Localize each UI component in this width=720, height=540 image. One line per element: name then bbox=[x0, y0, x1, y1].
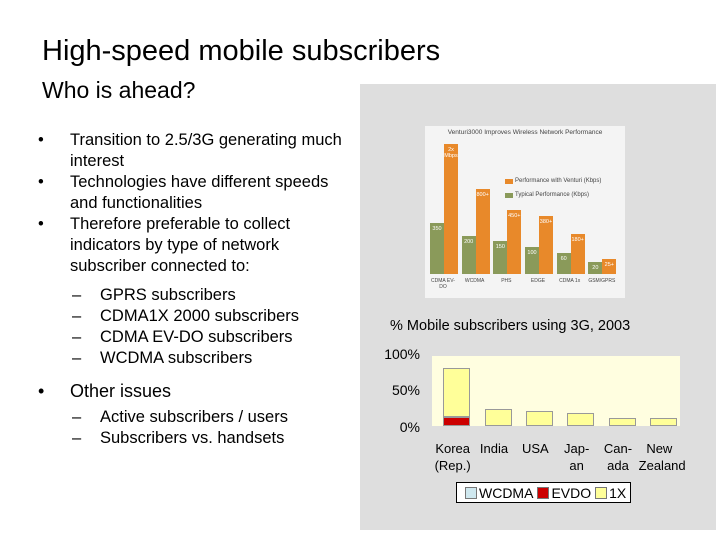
slide-subtitle: Who is ahead? bbox=[42, 77, 196, 103]
legend-swatch-wcdma bbox=[465, 486, 477, 499]
legend-swatch bbox=[505, 179, 513, 184]
dash-marker: – bbox=[72, 328, 82, 346]
embedded-bar-venturi bbox=[539, 215, 553, 274]
bullet-marker: • bbox=[38, 173, 44, 191]
bullet-marker: • bbox=[38, 215, 44, 233]
legend-label-wcdma: WCDMA bbox=[479, 484, 534, 501]
embedded-value-label: 150 bbox=[495, 243, 505, 250]
sub-bullet-4: – WCDMA subscribers bbox=[72, 348, 358, 369]
dash-marker: – bbox=[72, 349, 82, 367]
embedded-bar-typical bbox=[556, 253, 571, 274]
embedded-bar-typical bbox=[493, 240, 508, 274]
dash-marker: – bbox=[72, 408, 82, 426]
dash-marker: – bbox=[72, 286, 82, 304]
chart-title: % Mobile subscribers using 3G, 2003 bbox=[390, 318, 631, 334]
embedded-legend-venturi: Performance with Venturi (Kbps) bbox=[515, 178, 602, 184]
embedded-category-label: GSM/GPRS bbox=[588, 278, 616, 284]
bar-1x-0 bbox=[443, 367, 471, 417]
y-tick-0: 0% bbox=[399, 419, 420, 435]
legend-label-evdo: EVDO bbox=[551, 484, 592, 501]
bar-1x-1 bbox=[484, 409, 512, 426]
embedded-category-label: WCDMA bbox=[464, 278, 485, 284]
embedded-value-label: 100 bbox=[527, 250, 537, 256]
embedded-bar-venturi bbox=[507, 210, 522, 274]
bullet-list: • Transition to 2.5/3G generating much in… bbox=[38, 130, 358, 449]
y-tick-50: 50% bbox=[391, 382, 420, 398]
embedded-value-label: 25+ bbox=[604, 262, 614, 268]
embedded-bar-venturi bbox=[444, 144, 458, 274]
bar-1x-5 bbox=[649, 418, 677, 426]
bullet-text: Technologies have different speeds and f… bbox=[70, 173, 329, 212]
embedded-bar-venturi bbox=[602, 259, 617, 274]
embedded-value-label: 800+ bbox=[476, 192, 489, 199]
sub-bullet-text: CDMA1X 2000 subscribers bbox=[100, 307, 299, 325]
embedded-bar-typical bbox=[588, 261, 603, 274]
sub-bullet-5: – Active subscribers / users bbox=[72, 407, 358, 428]
embedded-bar-typical bbox=[525, 247, 539, 274]
sub-bullet-6: – Subscribers vs. handsets bbox=[72, 428, 358, 449]
sub-bullet-text: GPRS subscribers bbox=[100, 286, 236, 304]
dash-marker: – bbox=[72, 307, 82, 325]
embedded-value-label: 2x Mbps bbox=[444, 147, 458, 159]
x-tick-label: Korea (Rep.) bbox=[434, 441, 471, 473]
embedded-value-label: 200 bbox=[464, 238, 474, 245]
bullet-text: Transition to 2.5/3G generating much int… bbox=[70, 131, 342, 170]
embedded-value-label: 350 bbox=[432, 226, 442, 233]
bullet-2: • Technologies have different speeds and … bbox=[38, 172, 358, 214]
embedded-category-label: CDMA 1x bbox=[559, 278, 581, 284]
bullet-other-issues: • Other issues bbox=[38, 379, 358, 403]
legend-swatch-evdo bbox=[537, 486, 550, 499]
slide-title: High-speed mobile subscribers bbox=[42, 35, 441, 67]
bar-1x-4 bbox=[608, 417, 636, 426]
legend-label-1x: 1X bbox=[609, 484, 627, 501]
x-tick-label: New Zealand bbox=[638, 441, 686, 473]
bullet-1: • Transition to 2.5/3G generating much in… bbox=[38, 130, 358, 172]
embedded-value-label: 380+ bbox=[539, 218, 553, 225]
dash-marker: – bbox=[72, 429, 82, 447]
x-tick-label: India bbox=[479, 441, 509, 456]
sub-bullet-3: – CDMA EV-DO subscribers bbox=[72, 327, 358, 348]
embedded-value-label: 180+ bbox=[571, 236, 584, 243]
embedded-value-label: 20 bbox=[592, 264, 599, 271]
embedded-bar-venturi bbox=[570, 233, 585, 274]
sub-bullet-text: WCDMA subscribers bbox=[100, 349, 253, 367]
x-tick-label: USA bbox=[521, 441, 549, 456]
sub-bullet-text: Active subscribers / users bbox=[100, 408, 288, 426]
embedded-legend-typical: Typical Performance (Kbps) bbox=[515, 192, 590, 198]
embedded-performance-chart: Venturi3000 Improves Wireless Network Pe… bbox=[425, 126, 625, 298]
chart-legend: WCDMA EVDO 1X bbox=[456, 482, 632, 503]
embedded-chart-title: Venturi3000 Improves Wireless Network Pe… bbox=[447, 129, 603, 136]
plot-area bbox=[432, 356, 680, 426]
embedded-category-label: EDGE bbox=[530, 278, 546, 284]
bar-evdo-0 bbox=[443, 416, 471, 426]
bullet-marker: • bbox=[38, 131, 44, 149]
y-tick-100: 100% bbox=[384, 346, 420, 362]
sub-bullet-1: – GPRS subscribers bbox=[72, 285, 358, 306]
x-tick-label: Jap-an bbox=[564, 441, 590, 473]
embedded-category-label: CDMA EV-DO bbox=[431, 278, 455, 290]
embedded-bar-venturi bbox=[475, 189, 490, 274]
bullet-3: • Therefore preferable to collect indicat… bbox=[38, 214, 358, 277]
embedded-value-label: 60 bbox=[560, 256, 567, 263]
legend-swatch bbox=[505, 193, 513, 198]
bar-1x-3 bbox=[567, 412, 595, 426]
sub-bullet-2: – CDMA1X 2000 subscribers bbox=[72, 306, 358, 327]
embedded-bar-typical bbox=[430, 223, 444, 274]
bar-1x-2 bbox=[525, 411, 553, 426]
bullet-marker: • bbox=[38, 381, 45, 401]
bullet-text: Other issues bbox=[70, 381, 172, 401]
x-tick-label: Can-ada bbox=[603, 441, 633, 473]
bullet-text: Therefore preferable to collect indicato… bbox=[70, 215, 291, 275]
legend-swatch-1x bbox=[595, 486, 608, 499]
sub-bullet-text: CDMA EV-DO subscribers bbox=[100, 328, 293, 346]
embedded-bar-typical bbox=[461, 235, 476, 274]
sub-bullet-text: Subscribers vs. handsets bbox=[100, 429, 285, 447]
embedded-value-label: 450+ bbox=[508, 213, 521, 220]
embedded-category-label: PHS bbox=[501, 278, 512, 284]
